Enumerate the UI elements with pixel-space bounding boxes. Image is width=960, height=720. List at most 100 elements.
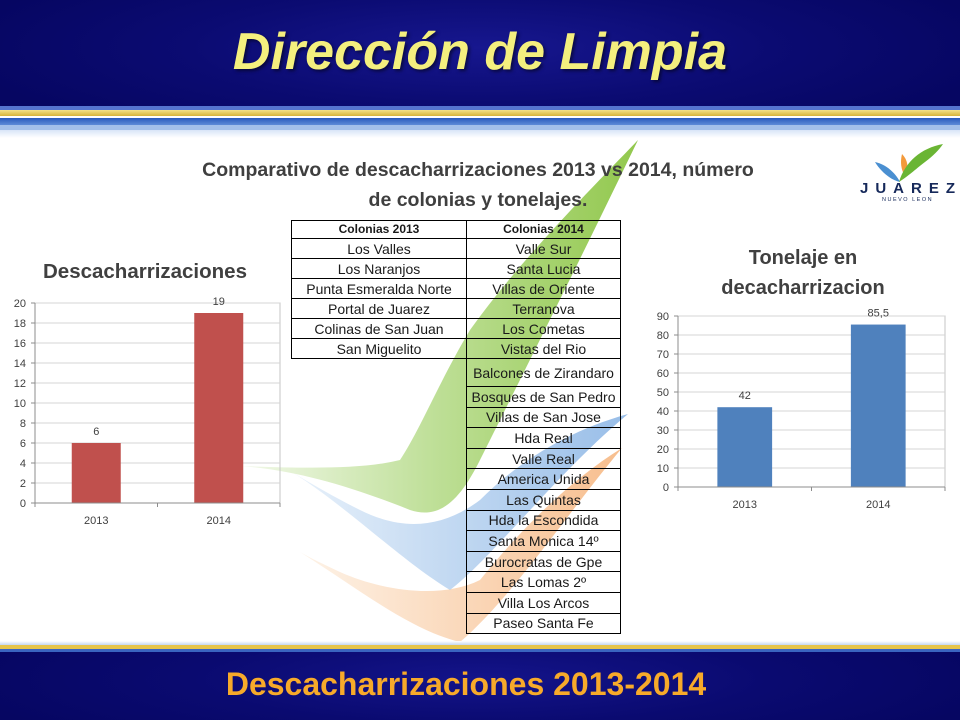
x-tick-label-2014: 2014	[207, 515, 231, 527]
x-tick-label-2013: 2013	[84, 515, 108, 527]
bar-chart-descacharrizaciones: 0 2 4 6 8 10 12 14 16 18 20 6 2013 19 2014	[14, 296, 281, 527]
header-gold-stripe	[0, 110, 960, 116]
footer-title: Descacharrizaciones 2013-2014	[225, 666, 707, 702]
colonia-2014-cell: America Unida	[466, 468, 621, 490]
empty-cell	[292, 469, 467, 490]
y-tick-label: 18	[14, 318, 26, 330]
table-row: Punta Esmeralda Norte Villas de Oriente	[291, 278, 621, 299]
colonia-2014-cell: Burocratas de Gpe	[466, 550, 621, 573]
header-blue-stripe	[0, 118, 960, 125]
table-row: Las Lomas 2º	[292, 571, 621, 593]
data-label-2014: 19	[213, 296, 225, 308]
y-tick-label: 90	[657, 311, 669, 323]
table-row: Balcones de Zirandaro	[292, 358, 621, 387]
colonia-2014-cell: Terranova	[466, 298, 621, 319]
green-swoosh	[240, 140, 638, 513]
table-row: America Unida	[292, 468, 621, 490]
y-tick-label: 10	[657, 463, 669, 475]
table-row: San Miguelito Vistas del Rio	[291, 338, 621, 359]
colonias-table: Colonias 2013 Colonias 2014 Los Valles Va…	[291, 220, 621, 635]
logo-wordmark: JUAREZ	[860, 180, 958, 197]
y-tick-label: 40	[657, 406, 669, 418]
table-row: Burocratas de Gpe	[292, 550, 621, 573]
table-header-row: Colonias 2013 Colonias 2014	[291, 220, 621, 239]
empty-cell	[292, 428, 467, 449]
y-tick-label: 4	[20, 458, 26, 470]
y-tick-label: 20	[657, 444, 669, 456]
header-stripe	[0, 106, 960, 110]
empty-cell	[292, 613, 467, 634]
data-label-2014: 85,5	[868, 308, 889, 320]
empty-cell	[292, 592, 467, 613]
colonia-2014-cell: Las Quintas	[466, 488, 621, 511]
empty-cell	[292, 531, 467, 552]
colonia-2013-cell: Portal de Juarez	[291, 298, 467, 319]
table-row: Colinas de San Juan Los Cometas	[291, 318, 621, 339]
bar-2014	[194, 313, 244, 503]
footer-band: Descacharrizaciones 2013-2014	[0, 652, 960, 720]
header-stripe	[0, 125, 960, 130]
colonia-2014-cell: Villa Los Arcos	[466, 591, 621, 614]
empty-cell	[292, 359, 467, 387]
empty-cell	[292, 448, 467, 469]
empty-cell	[292, 551, 467, 572]
table-row: Los Naranjos Santa Lucia	[291, 258, 621, 279]
table-row: Las Quintas	[292, 488, 621, 511]
footer-gold-stripe	[0, 645, 960, 649]
colonia-2013-cell: Los Naranjos	[291, 258, 467, 279]
chart-title-descacharrizaciones: Descacharrizaciones	[43, 260, 247, 283]
colonia-2013-cell: San Miguelito	[291, 338, 467, 359]
header-colonias-2013: Colonias 2013	[291, 220, 467, 239]
colonia-2014-cell: Paseo Santa Fe	[466, 612, 621, 635]
colonia-2013-cell: Los Valles	[291, 238, 467, 259]
colonia-2014-cell: Santa Monica 14º	[466, 530, 621, 552]
y-tick-label: 6	[20, 438, 26, 450]
table-row: Villa Los Arcos	[292, 591, 621, 614]
logo-subtext: NUEVO LEON	[882, 197, 933, 203]
colonia-2013-cell: Punta Esmeralda Norte	[291, 278, 467, 299]
header-band: Dirección de Limpia	[0, 0, 960, 106]
y-tick-label: 10	[14, 398, 26, 410]
table-row: Bosques de San Pedro	[292, 386, 621, 408]
table-row: Villas de San Jose	[292, 406, 621, 429]
footer-blue-stripe	[0, 649, 960, 652]
y-tick-label: 0	[663, 482, 669, 494]
subtitle-line: de colonias y tonelajes.	[368, 189, 588, 211]
chart-title-tonelaje: Tonelaje en decacharrizacion	[721, 247, 885, 299]
colonia-2013-cell: Colinas de San Juan	[291, 318, 467, 339]
slide-subtitle: Comparativo de descacharrizaciones 2013 …	[0, 155, 956, 215]
table-row: Hda la Escondida	[292, 509, 621, 532]
bar-2013	[717, 407, 773, 487]
empty-cell	[292, 510, 467, 531]
table-row: Portal de Juarez Terranova	[291, 298, 621, 319]
bar-2014	[850, 324, 906, 487]
y-tick-label: 20	[14, 298, 26, 310]
empty-cell	[292, 387, 467, 408]
y-tick-label: 14	[14, 358, 26, 370]
y-tick-label: 2	[20, 478, 26, 490]
colonia-2014-cell: Las Lomas 2º	[466, 571, 621, 593]
table-row: Santa Monica 14º	[292, 530, 621, 552]
table-row: Los Valles Valle Sur	[291, 238, 621, 259]
y-tick-label: 16	[14, 338, 26, 350]
subtitle-line: Comparativo de descacharrizaciones 2013 …	[202, 159, 754, 181]
y-tick-label: 8	[20, 418, 26, 430]
table-row: Paseo Santa Fe	[292, 612, 621, 635]
data-label-2013: 6	[93, 426, 99, 438]
colonia-2014-cell: Los Cometas	[466, 318, 621, 339]
table-body: Los Valles Valle Sur Los Naranjos Santa Luc…	[291, 238, 621, 635]
footer-stripe	[0, 641, 960, 645]
empty-cell	[292, 407, 467, 428]
y-tick-label: 70	[657, 349, 669, 361]
colonia-2014-cell: Villas de San Jose	[466, 406, 621, 429]
y-tick-label: 80	[657, 330, 669, 342]
colonia-2014-cell: Hda la Escondida	[466, 509, 621, 532]
y-tick-label: 0	[20, 498, 26, 510]
slide-title: Dirección de Limpia	[232, 23, 728, 81]
data-label-2013: 42	[739, 390, 751, 402]
x-tick-label-2014: 2014	[866, 499, 890, 511]
colonia-2014-cell: Vistas del Rio	[466, 338, 621, 359]
x-tick-label-2013: 2013	[733, 499, 757, 511]
header-stripe	[0, 130, 960, 138]
table-row: Valle Real	[292, 447, 621, 470]
